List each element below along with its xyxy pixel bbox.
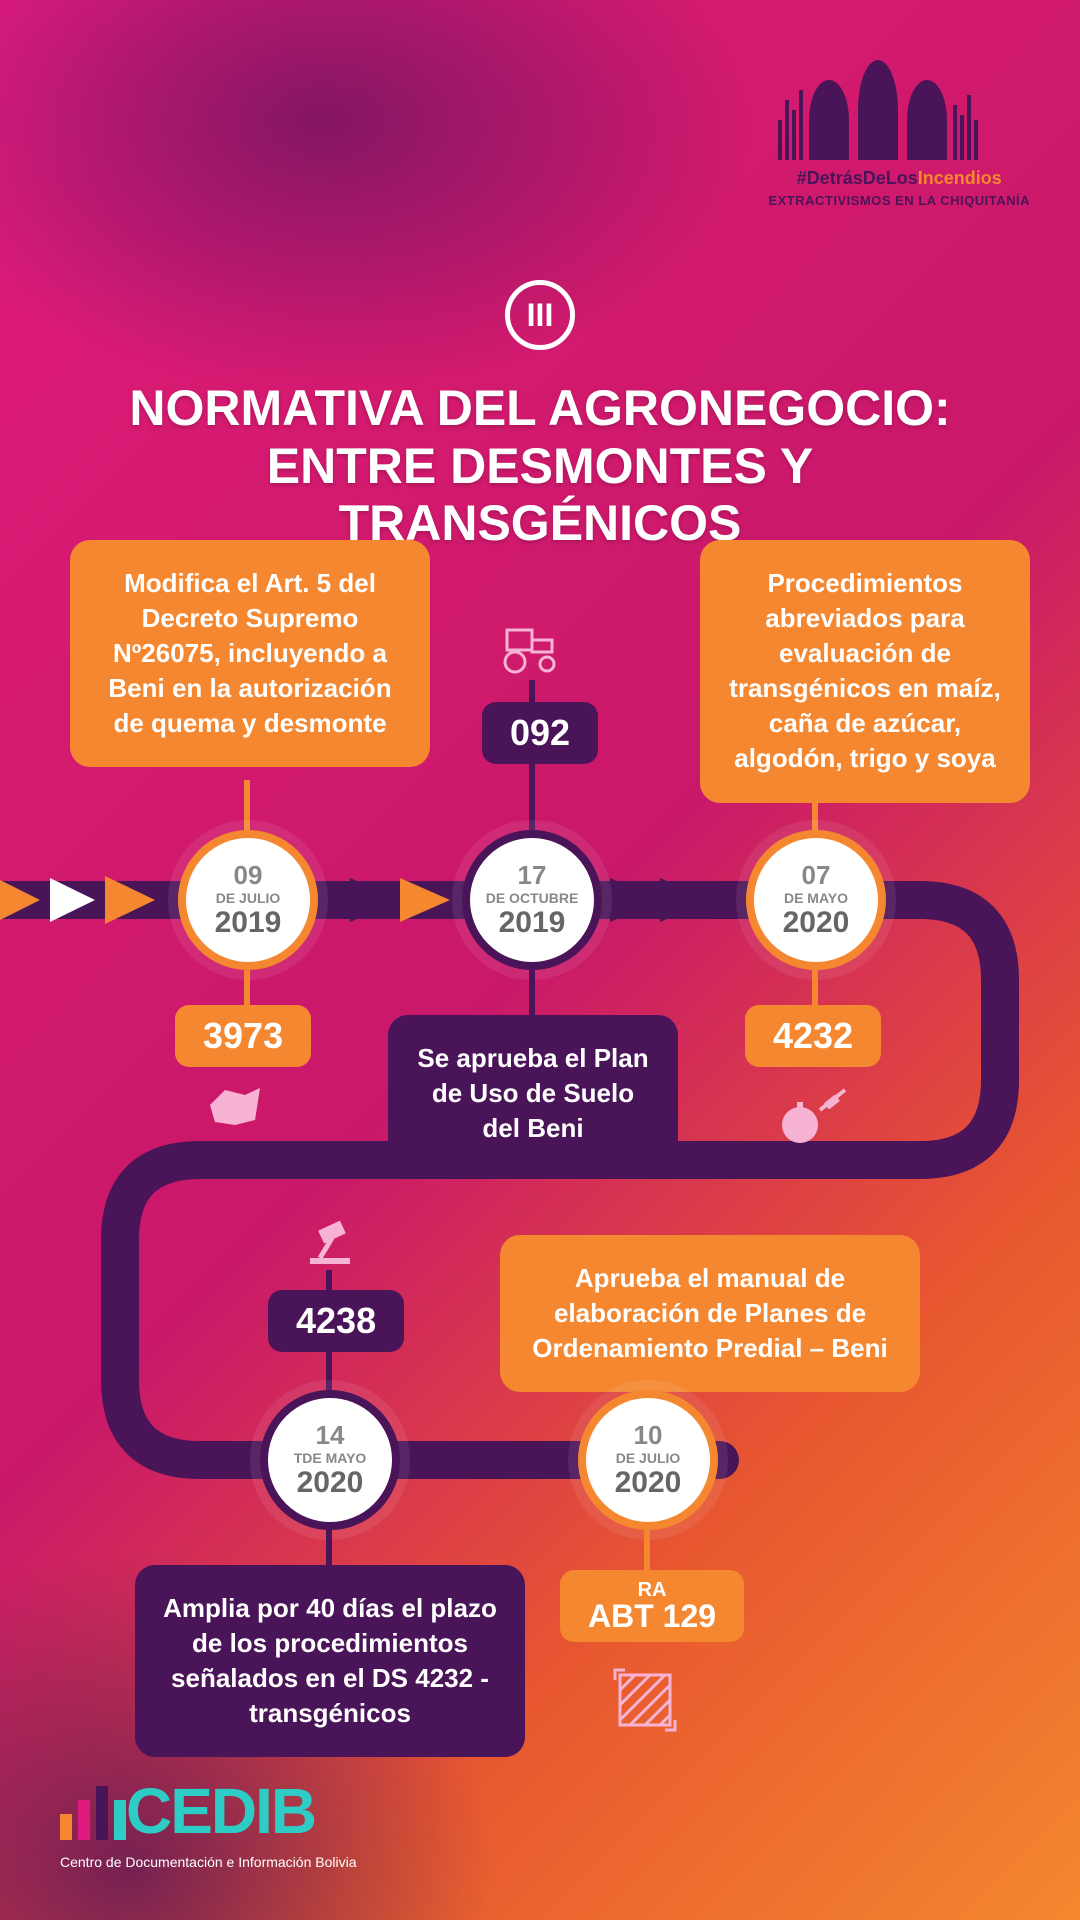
- date-day: 10: [634, 1422, 663, 1448]
- org-name: CEDIB: [126, 1774, 315, 1848]
- connector: [529, 970, 535, 1020]
- tractor-icon: [497, 620, 567, 688]
- date-day: 14: [316, 1422, 345, 1448]
- logo-bars-icon: [60, 1786, 126, 1840]
- date-month: DE MAYO: [784, 890, 848, 906]
- date-month: DE JULIO: [616, 1450, 681, 1466]
- map-icon: [205, 1080, 265, 1142]
- main-title: NORMATIVA DEL AGRONEGOCIO: ENTRE DESMONT…: [0, 380, 1080, 553]
- title-line-1: NORMATIVA DEL AGRONEGOCIO:: [60, 380, 1020, 438]
- apple-syringe-icon: [775, 1080, 855, 1155]
- connector: [529, 762, 535, 832]
- org-subtitle: Centro de Documentación e Información Bo…: [60, 1854, 357, 1870]
- connector: [326, 1530, 332, 1570]
- date-year: 2020: [615, 1468, 682, 1498]
- date-circle-3: 07 DE MAYO 2020: [746, 830, 886, 970]
- date-month: DE OCTUBRE: [486, 890, 579, 906]
- code-value: ABT 129: [588, 1600, 716, 1632]
- hatch-square-icon: [610, 1665, 680, 1740]
- chapter-badge: III: [505, 280, 575, 350]
- connector: [244, 970, 250, 1010]
- connector: [326, 1350, 332, 1395]
- date-year: 2019: [499, 908, 566, 938]
- campaign-logo: #DetrásDeLosIncendios EXTRACTIVISMOS EN …: [768, 40, 1030, 208]
- card-node-4: Amplia por 40 días el plazo de los proce…: [135, 1565, 525, 1757]
- date-day: 09: [234, 862, 263, 888]
- title-line-2: ENTRE DESMONTES Y TRANSGÉNICOS: [60, 438, 1020, 553]
- card-node-1: Modifica el Art. 5 del Decreto Supremo N…: [70, 540, 430, 767]
- date-circle-1: 09 DE JULIO 2019: [178, 830, 318, 970]
- date-year: 2020: [297, 1468, 364, 1498]
- code-pill-5: RA ABT 129: [560, 1570, 744, 1642]
- date-year: 2020: [783, 908, 850, 938]
- connector: [326, 1270, 332, 1292]
- date-circle-5: 10 DE JULIO 2020: [578, 1390, 718, 1530]
- code-prefix: RA: [588, 1580, 716, 1600]
- gavel-icon: [300, 1210, 370, 1275]
- trees-barcode-icon: [768, 40, 988, 160]
- connector: [812, 970, 818, 1010]
- date-year: 2019: [215, 908, 282, 938]
- code-pill-4: 4238: [268, 1290, 404, 1352]
- card-node-3: Procedimientos abreviados para evaluació…: [700, 540, 1030, 803]
- date-circle-2: 17 DE OCTUBRE 2019: [462, 830, 602, 970]
- connector: [644, 1530, 650, 1575]
- hashtag-text: #DetrásDeLosIncendios: [768, 168, 1030, 189]
- card-node-2: Se aprueba el Plan de Uso de Suelo del B…: [388, 1015, 678, 1172]
- code-pill-3: 4232: [745, 1005, 881, 1067]
- org-logo: CEDIB Centro de Documentación e Informac…: [60, 1774, 357, 1870]
- date-day: 17: [518, 862, 547, 888]
- code-pill-1: 3973: [175, 1005, 311, 1067]
- date-circle-4: 14 TDE MAYO 2020: [260, 1390, 400, 1530]
- date-day: 07: [802, 862, 831, 888]
- tagline-text: EXTRACTIVISMOS EN LA CHIQUITANÍA: [768, 193, 1030, 208]
- code-pill-2: 092: [482, 702, 598, 764]
- date-month: TDE MAYO: [294, 1450, 367, 1466]
- card-node-5: Aprueba el manual de elaboración de Plan…: [500, 1235, 920, 1392]
- date-month: DE JULIO: [216, 890, 281, 906]
